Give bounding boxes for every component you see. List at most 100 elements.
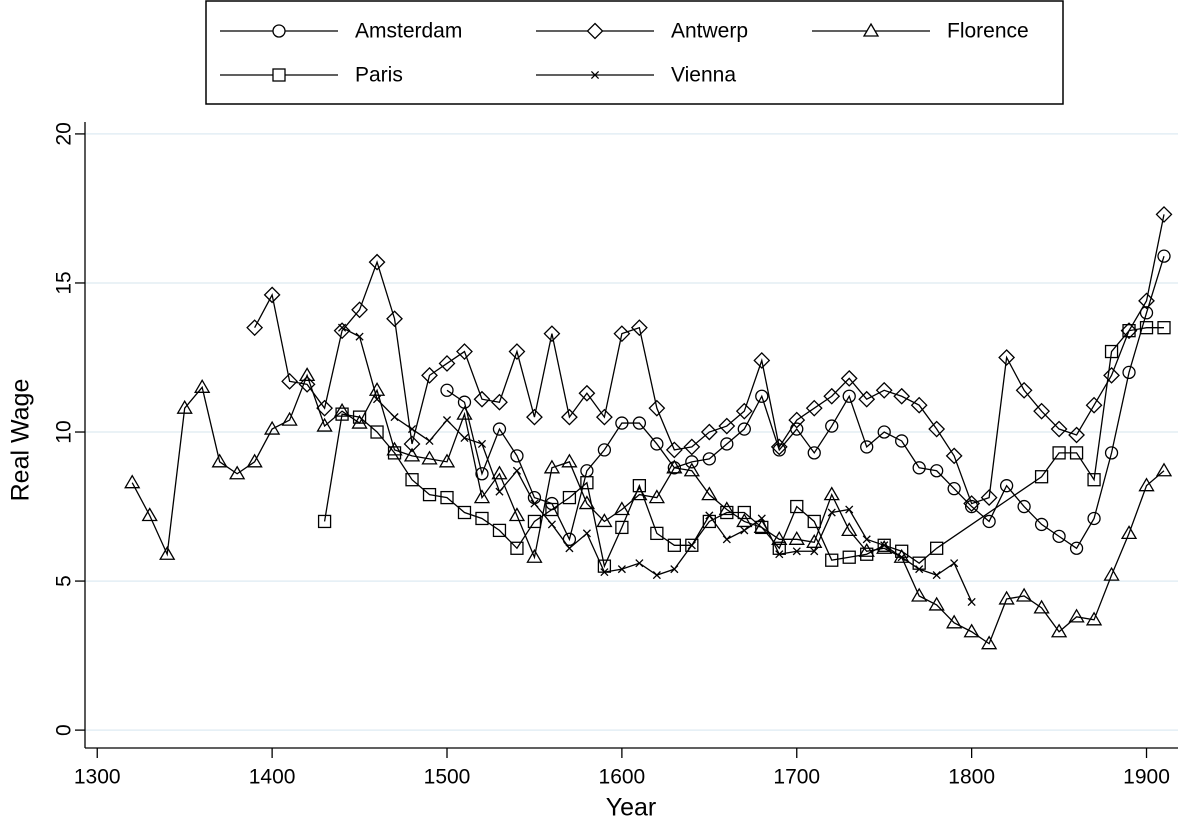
y-tick-label: 15	[53, 271, 76, 294]
marker	[718, 417, 736, 435]
marker	[1034, 517, 1049, 532]
marker	[753, 352, 771, 369]
marker	[530, 499, 539, 508]
marker	[806, 534, 823, 548]
marker	[512, 466, 522, 475]
marker	[615, 520, 629, 535]
marker	[700, 423, 718, 441]
marker	[1122, 324, 1136, 338]
marker	[964, 499, 979, 514]
series-line	[323, 327, 1165, 569]
marker	[246, 319, 264, 337]
marker	[910, 396, 928, 414]
marker	[823, 387, 841, 405]
marker	[1120, 525, 1138, 540]
marker	[648, 489, 665, 504]
marker	[755, 520, 769, 535]
marker	[788, 411, 806, 429]
marker	[755, 389, 769, 403]
legend-label: Paris	[355, 64, 403, 87]
marker	[492, 523, 507, 538]
marker	[1104, 446, 1119, 460]
marker	[999, 479, 1014, 493]
marker	[597, 443, 612, 457]
legend-marker	[862, 22, 880, 37]
marker	[827, 508, 836, 517]
marker	[456, 405, 473, 420]
marker	[1050, 623, 1068, 638]
marker	[967, 597, 976, 606]
marker	[737, 422, 751, 436]
marker	[840, 369, 858, 387]
marker	[685, 455, 699, 469]
marker	[790, 499, 804, 514]
marker	[211, 453, 228, 468]
marker	[930, 464, 944, 478]
marker	[648, 399, 666, 417]
marker	[1104, 344, 1119, 359]
marker	[316, 417, 333, 432]
marker	[194, 379, 211, 393]
marker	[930, 541, 944, 555]
marker	[701, 486, 718, 501]
marker	[666, 459, 683, 474]
y-tick-label: 0	[53, 724, 76, 736]
marker	[1139, 321, 1154, 335]
marker	[351, 301, 368, 319]
marker	[281, 372, 299, 390]
marker	[825, 419, 839, 433]
marker	[950, 559, 959, 568]
marker	[807, 446, 821, 460]
marker	[510, 541, 524, 555]
marker	[613, 501, 631, 516]
marker	[635, 559, 644, 568]
y-tick-label: 20	[53, 122, 76, 145]
marker	[565, 544, 574, 553]
marker	[1155, 205, 1173, 223]
marker	[947, 482, 961, 496]
marker	[438, 453, 456, 468]
marker	[1157, 321, 1171, 335]
y-tick-label: 10	[53, 420, 76, 443]
marker	[543, 459, 561, 474]
marker	[722, 535, 731, 544]
marker	[246, 453, 263, 468]
marker	[124, 474, 141, 489]
marker	[508, 343, 526, 360]
marker	[945, 447, 963, 465]
marker	[508, 507, 526, 522]
marker	[475, 467, 489, 481]
marker	[667, 538, 681, 552]
marker	[473, 390, 491, 408]
marker	[858, 390, 876, 408]
legend-label: Florence	[947, 20, 1029, 43]
x-tick-label: 1900	[1123, 766, 1170, 789]
marker	[1050, 420, 1068, 438]
marker	[718, 501, 735, 516]
marker	[893, 387, 911, 405]
marker	[1120, 322, 1138, 340]
x-tick-label: 1700	[773, 766, 820, 789]
marker	[895, 434, 909, 448]
marker	[1138, 477, 1155, 492]
marker	[982, 514, 996, 529]
marker	[617, 565, 626, 574]
marker	[526, 408, 543, 426]
marker	[980, 489, 998, 507]
marker	[491, 393, 508, 411]
marker	[877, 425, 891, 439]
marker	[1157, 249, 1171, 263]
marker	[442, 416, 452, 425]
marker	[670, 565, 679, 574]
marker	[547, 520, 556, 529]
marker	[582, 529, 591, 538]
marker	[650, 437, 664, 451]
x-tick-label: 1600	[599, 766, 646, 789]
marker	[477, 439, 487, 449]
marker	[615, 416, 629, 430]
marker	[880, 541, 889, 550]
marker	[875, 381, 893, 399]
marker	[685, 538, 699, 552]
marker	[788, 531, 805, 545]
marker	[683, 438, 701, 456]
